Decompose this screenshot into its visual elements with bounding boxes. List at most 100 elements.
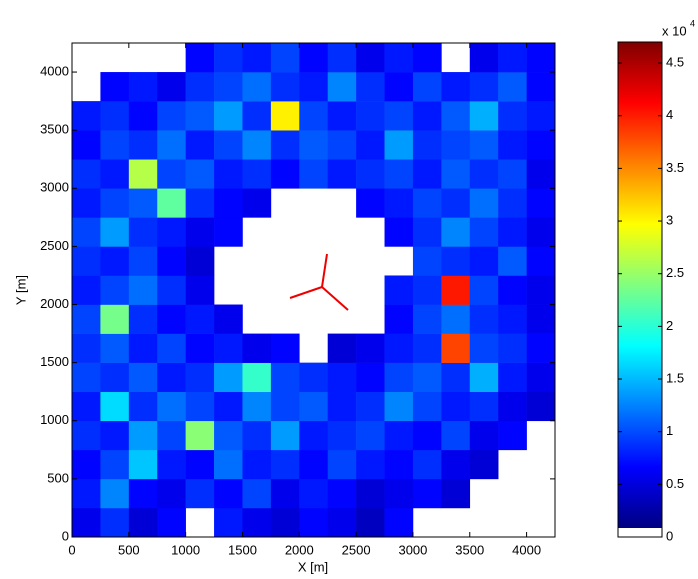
heatmap-cell (299, 43, 329, 73)
heatmap-cell (214, 478, 243, 509)
heatmap-cell (157, 449, 186, 480)
heatmap-cell (469, 159, 499, 189)
heatmap-cell (242, 72, 272, 102)
heatmap-cell (185, 246, 215, 276)
heatmap-cell (327, 159, 357, 189)
heatmap-cell (469, 101, 499, 131)
heatmap-cell (185, 159, 215, 189)
heatmap-cell (100, 217, 130, 247)
y-tick-label: 4000 (40, 63, 69, 78)
heatmap-cell (100, 159, 130, 189)
heatmap-cell (384, 362, 414, 393)
heatmap-cell (214, 188, 243, 218)
heatmap-cell (242, 43, 272, 73)
heatmap-cell (356, 188, 385, 218)
heatmap-cell (128, 449, 158, 480)
heatmap-cell (441, 72, 471, 102)
heatmap-cell (214, 217, 243, 247)
heatmap-cell (100, 420, 130, 451)
heatmap-cell (100, 478, 130, 509)
heatmap-cell (72, 188, 101, 218)
heatmap-cell (128, 507, 158, 538)
heatmap-cell (412, 246, 442, 276)
heatmap-cell (72, 101, 101, 131)
heatmap-cell (157, 391, 186, 422)
heatmap-cell (185, 478, 215, 509)
heatmap-cell (327, 333, 357, 363)
heatmap-cell (469, 391, 499, 422)
heatmap-cell (498, 188, 527, 218)
heatmap-cell (526, 43, 556, 73)
heatmap-cell (270, 391, 300, 422)
heatmap-cell (128, 188, 158, 218)
heatmap-cell (412, 101, 442, 131)
heatmap-cell (242, 507, 272, 538)
heatmap-cell (356, 101, 385, 131)
heatmap-cell (356, 478, 385, 509)
turbine-marker (289, 253, 349, 311)
heatmap-cell (128, 333, 158, 363)
heatmap-cell (214, 449, 243, 480)
heatmap-cell (157, 188, 186, 218)
heatmap-cell (299, 130, 329, 160)
heatmap-cell (384, 333, 414, 363)
heatmap-cell (185, 362, 215, 393)
y-tick-label: 1500 (40, 354, 69, 369)
heatmap-cell (526, 159, 556, 189)
heatmap-cell (157, 159, 186, 189)
heatmap-cell (128, 304, 158, 334)
heatmap-cell (441, 101, 471, 131)
heatmap-cell (157, 362, 186, 393)
x-axis-label: X [m] (298, 559, 328, 574)
heatmap-cell (327, 130, 357, 160)
heatmap-cell (157, 130, 186, 160)
heatmap-cell (384, 159, 414, 189)
heatmap-cell (356, 43, 385, 73)
heatmap-cell (185, 188, 215, 218)
heatmap-cell (157, 507, 186, 538)
heatmap-cell (214, 333, 243, 363)
heatmap-cell (242, 159, 272, 189)
heatmap-cell (214, 362, 243, 393)
heatmap-cell (327, 72, 357, 102)
colorbar-tick-label: 1.5 (666, 370, 684, 385)
heatmap-cell (469, 246, 499, 276)
heatmap-cell (185, 130, 215, 160)
heatmap-cell (498, 72, 527, 102)
heatmap-cell (498, 362, 527, 393)
heatmap-cell (299, 72, 329, 102)
heatmap-cell (356, 333, 385, 363)
heatmap-cell (270, 333, 300, 363)
heatmap-cell (185, 449, 215, 480)
heatmap-cell (356, 507, 385, 538)
heatmap-cell (100, 246, 130, 276)
heatmap-cell (214, 43, 243, 73)
y-tick-label: 2500 (40, 238, 69, 253)
x-tick-label: 3500 (455, 542, 484, 557)
heatmap-cell (100, 391, 130, 422)
heatmap-cell (412, 478, 442, 509)
x-tick-label: 500 (118, 542, 140, 557)
heatmap-cell (526, 304, 556, 334)
heatmap-cell (100, 304, 130, 334)
heatmap-cell (384, 101, 414, 131)
heatmap-cell (526, 72, 556, 102)
heatmap-cell (185, 391, 215, 422)
heatmap-cell (72, 333, 101, 363)
heatmap-cell (327, 507, 357, 538)
y-tick-label: 500 (47, 470, 69, 485)
x-tick-label: 0 (68, 542, 75, 557)
heatmap-cell (356, 159, 385, 189)
heatmap-cell (299, 101, 329, 131)
heatmap-cell (469, 217, 499, 247)
heatmap-cell (299, 507, 329, 538)
heatmap-cell (299, 478, 329, 509)
heatmap-cell (327, 362, 357, 393)
heatmap-cell (441, 130, 471, 160)
heatmap-cell (526, 217, 556, 247)
heatmap-cell (185, 275, 215, 305)
y-tick-label: 2000 (40, 296, 69, 311)
blade (321, 253, 328, 288)
heatmap-cell (498, 391, 527, 422)
heatmap-cell (214, 130, 243, 160)
